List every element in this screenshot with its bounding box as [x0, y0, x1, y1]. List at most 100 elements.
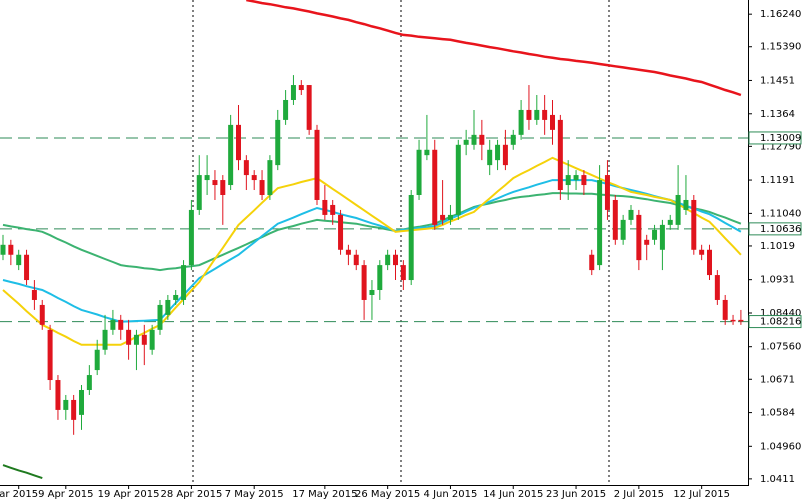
- candle-body: [369, 290, 375, 295]
- candle-body: [86, 375, 92, 390]
- candle-body: [659, 224, 665, 250]
- candle-body: [353, 254, 359, 266]
- candle-body: [31, 290, 37, 300]
- x-tick-label: 9 Apr 2015: [38, 489, 93, 500]
- y-tick-label: 1.16240: [760, 9, 801, 20]
- indicator-line: [2, 156, 742, 346]
- candle-body: [526, 109, 532, 120]
- candle-body: [322, 199, 328, 215]
- price-level-label: 1.13009: [760, 133, 801, 144]
- candle-body: [652, 229, 658, 240]
- candle-body: [220, 180, 226, 195]
- candle-body: [447, 214, 453, 220]
- candle-body: [141, 334, 147, 345]
- candle-body: [55, 380, 61, 410]
- candle-body: [730, 319, 736, 322]
- candle-body: [502, 144, 508, 166]
- x-tick-label: 17 May 2015: [292, 489, 357, 500]
- candle-body: [463, 139, 469, 145]
- candle-body: [283, 99, 289, 120]
- y-tick-label: 1.11040: [760, 208, 801, 219]
- indicator-line: [246, 0, 742, 97]
- price-level-label: 1.10636: [760, 224, 801, 235]
- candle-body: [400, 265, 406, 281]
- y-tick-label: 1.15390: [760, 42, 801, 53]
- candle-body: [542, 109, 548, 120]
- candle-body: [47, 329, 53, 381]
- candle-body: [243, 160, 249, 176]
- candle-body: [738, 319, 744, 322]
- candle-body: [24, 254, 30, 281]
- candle-body: [385, 254, 391, 266]
- candle-body: [455, 144, 461, 215]
- candle-body: [212, 180, 218, 186]
- candle-body: [133, 334, 139, 345]
- x-tick-label: 23 Jun 2015: [546, 489, 606, 500]
- candle-body: [691, 199, 697, 250]
- candle-body: [675, 194, 681, 225]
- candle-body: [707, 249, 712, 276]
- y-tick-label: 1.08440: [760, 308, 801, 319]
- x-tick-label: 19 Apr 2015: [98, 489, 160, 500]
- candle-body: [416, 149, 422, 195]
- candle-body: [550, 114, 555, 130]
- y-tick-label: 1.12790: [760, 141, 801, 152]
- candle-body: [330, 204, 336, 215]
- x-tick-label: 26 May 2015: [355, 489, 420, 500]
- candle-body: [251, 175, 257, 181]
- price-level-box: [748, 315, 802, 329]
- candle-body: [298, 85, 304, 91]
- y-tick-label: 1.04960: [760, 441, 801, 452]
- candle-body: [518, 109, 524, 135]
- candle-body: [440, 214, 446, 220]
- candle-body: [714, 275, 720, 300]
- candle-body: [589, 254, 595, 271]
- x-tick-label: 12 Jul 2015: [673, 489, 730, 500]
- y-tick-label: 1.07560: [760, 342, 801, 353]
- y-tick-label: 1.0411: [760, 474, 795, 485]
- candle-body: [604, 175, 610, 210]
- candle-body: [699, 249, 705, 255]
- candle-body: [79, 389, 84, 415]
- price-level-label: 1.08216: [760, 317, 801, 328]
- candle-body: [259, 180, 265, 195]
- candle-body: [165, 299, 171, 315]
- candle-body: [597, 180, 603, 266]
- candle-body: [573, 175, 579, 181]
- candle-body: [306, 85, 312, 130]
- candle-body: [0, 244, 6, 255]
- candle-body: [228, 124, 234, 186]
- candle-body: [196, 175, 202, 210]
- plot: [0, 0, 748, 485]
- x-tick-label: ar 2015: [0, 489, 38, 500]
- candle-body: [16, 254, 22, 266]
- y-tick-label: 1.1364: [760, 109, 795, 120]
- candle-body: [667, 219, 673, 225]
- x-tick-label: 4 Jun 2015: [424, 489, 478, 500]
- candle-body: [432, 149, 438, 225]
- candle-body: [487, 149, 493, 166]
- candle-body: [620, 219, 626, 240]
- candle-body: [275, 119, 281, 166]
- candle-body: [102, 329, 108, 350]
- x-tick-label: 14 Jun 2015: [483, 489, 543, 500]
- candle-body: [39, 304, 45, 325]
- candle-body: [408, 194, 414, 281]
- indicator-line: [2, 464, 43, 480]
- x-tick-label: 2 Jul 2015: [614, 489, 664, 500]
- candle-body: [644, 239, 650, 245]
- y-tick-label: 1.0671: [760, 374, 795, 385]
- candle-body: [236, 124, 241, 161]
- candle-body: [314, 129, 320, 200]
- candle-body: [126, 329, 132, 345]
- candle-body: [149, 329, 155, 350]
- candle-body: [204, 175, 210, 181]
- y-tick-label: 1.1191: [760, 175, 795, 186]
- indicator-line: [2, 192, 742, 272]
- y-tick-label: 1.0931: [760, 275, 795, 286]
- y-tick-label: 1.1019: [760, 241, 795, 252]
- candle-body: [471, 134, 477, 145]
- candle-body: [612, 199, 618, 240]
